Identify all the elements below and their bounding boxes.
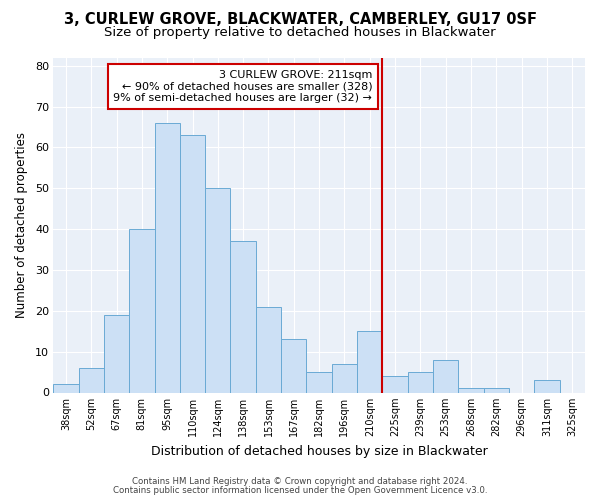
Text: 3, CURLEW GROVE, BLACKWATER, CAMBERLEY, GU17 0SF: 3, CURLEW GROVE, BLACKWATER, CAMBERLEY, … <box>64 12 536 28</box>
Bar <box>53 384 79 392</box>
Y-axis label: Number of detached properties: Number of detached properties <box>15 132 28 318</box>
Text: Contains HM Land Registry data © Crown copyright and database right 2024.: Contains HM Land Registry data © Crown c… <box>132 477 468 486</box>
Bar <box>535 380 560 392</box>
Bar <box>104 315 129 392</box>
Bar <box>79 368 104 392</box>
Bar <box>357 331 382 392</box>
Bar <box>205 188 230 392</box>
Bar <box>458 388 484 392</box>
Bar <box>332 364 357 392</box>
Text: Size of property relative to detached houses in Blackwater: Size of property relative to detached ho… <box>104 26 496 39</box>
Bar <box>484 388 509 392</box>
Bar <box>230 242 256 392</box>
Bar <box>180 135 205 392</box>
Bar <box>256 306 281 392</box>
Bar <box>281 340 307 392</box>
Bar <box>155 123 180 392</box>
X-axis label: Distribution of detached houses by size in Blackwater: Distribution of detached houses by size … <box>151 444 487 458</box>
Text: Contains public sector information licensed under the Open Government Licence v3: Contains public sector information licen… <box>113 486 487 495</box>
Bar <box>433 360 458 392</box>
Bar <box>307 372 332 392</box>
Bar <box>382 376 408 392</box>
Text: 3 CURLEW GROVE: 211sqm
← 90% of detached houses are smaller (328)
9% of semi-det: 3 CURLEW GROVE: 211sqm ← 90% of detached… <box>113 70 372 103</box>
Bar <box>129 229 155 392</box>
Bar <box>408 372 433 392</box>
